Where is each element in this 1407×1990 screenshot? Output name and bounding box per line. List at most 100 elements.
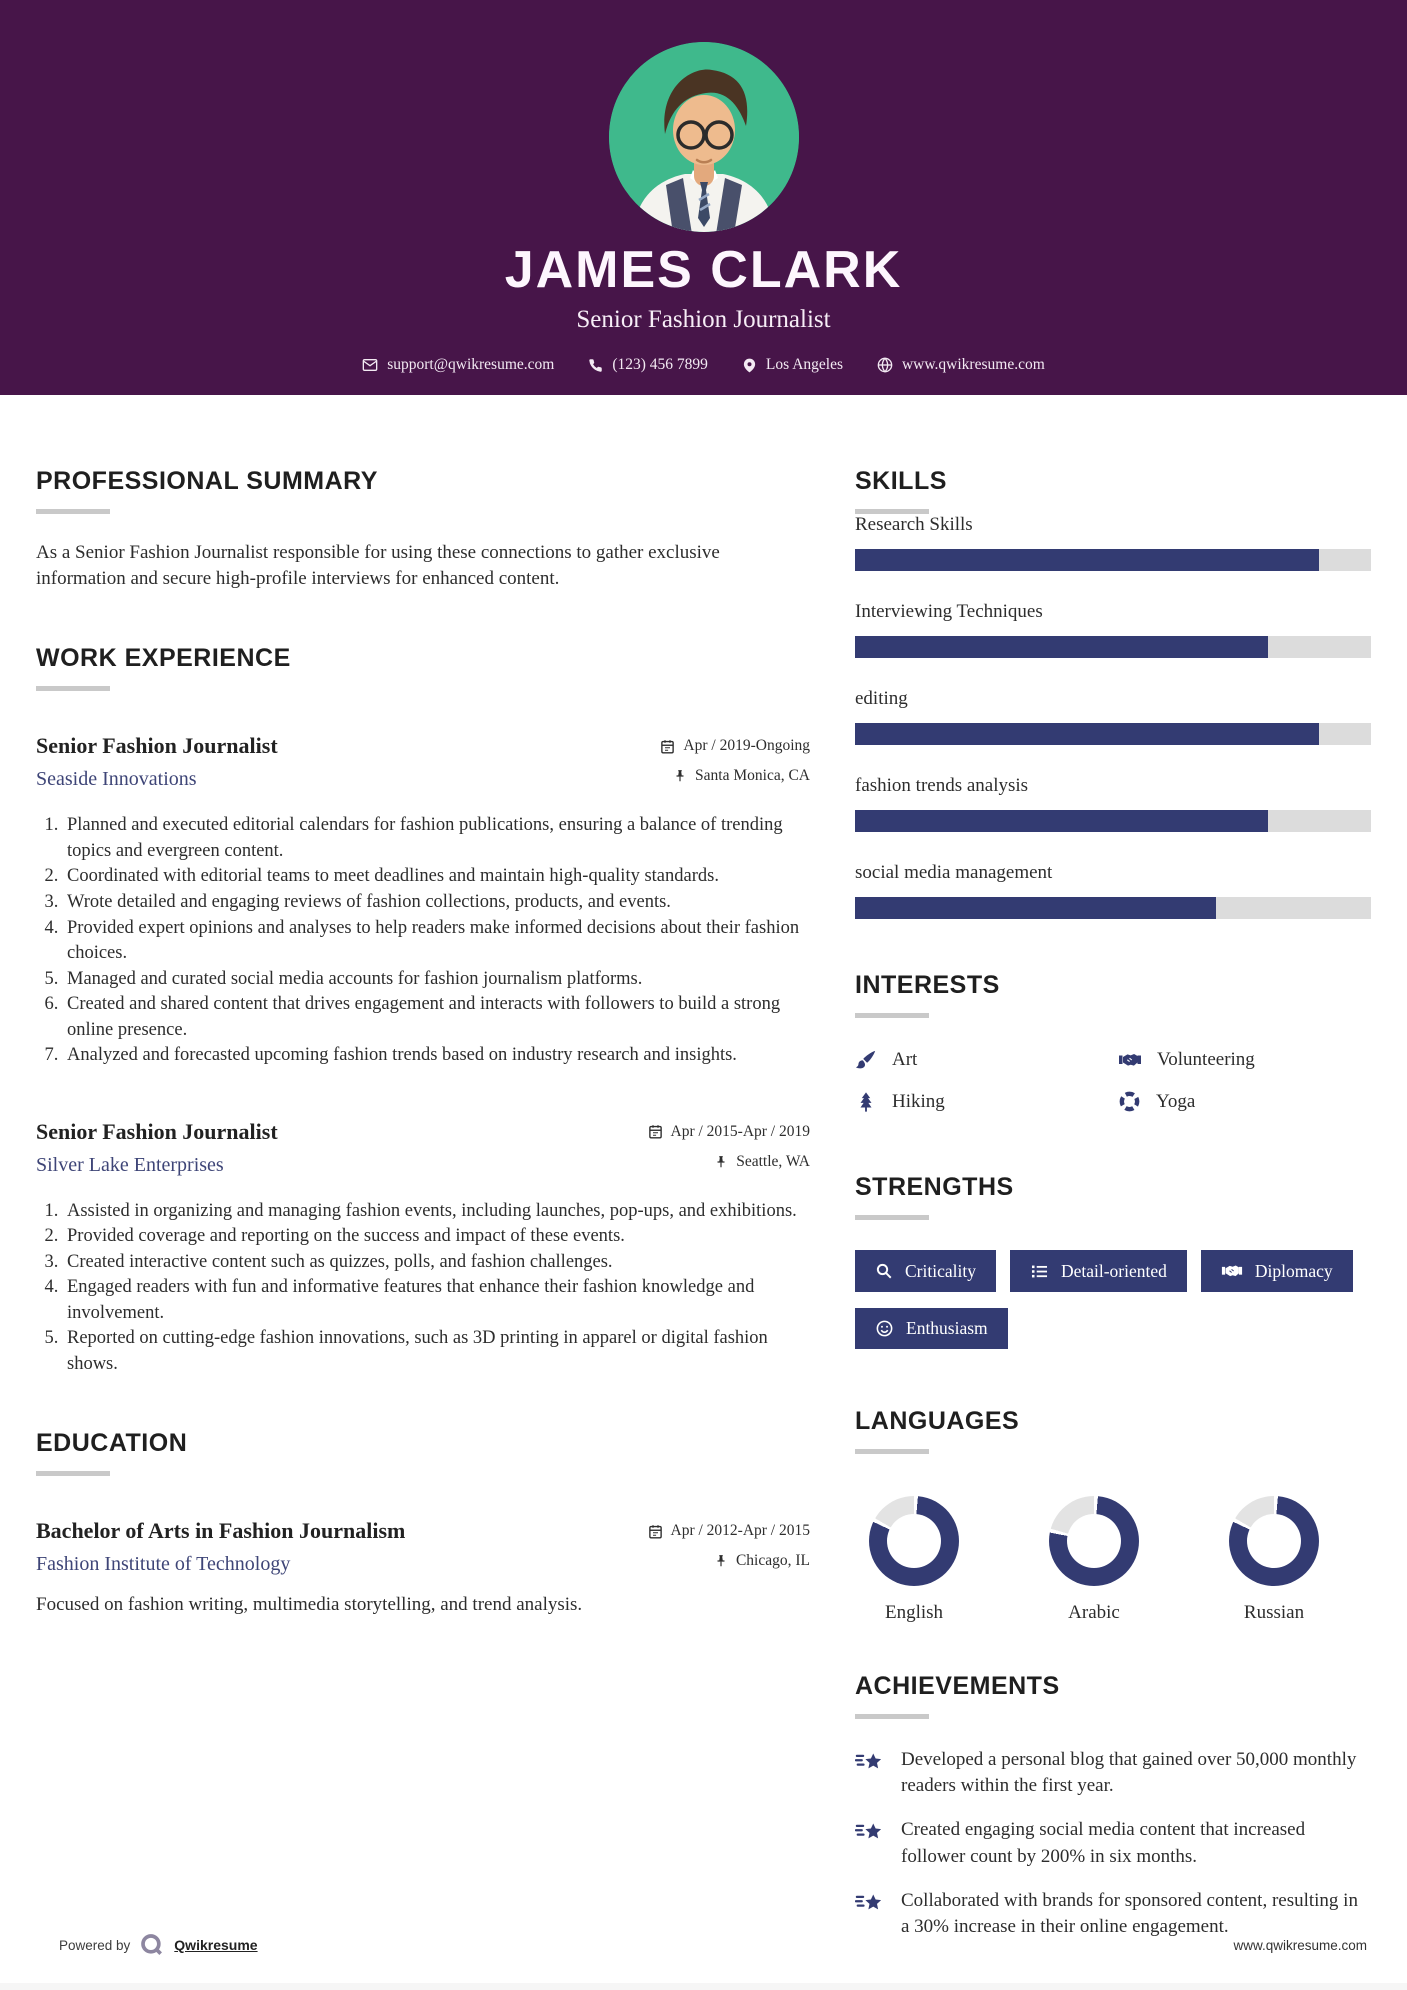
- strengths-section: STRENGTHS Criticality Detail-oriented Di…: [855, 1173, 1371, 1349]
- job-title-block: Senior Fashion Journalist Seaside Innova…: [36, 733, 278, 791]
- strength-label: Criticality: [905, 1260, 976, 1281]
- company-link[interactable]: Seaside Innovations: [36, 768, 197, 791]
- education-description: Focused on fashion writing, multimedia s…: [36, 1594, 583, 1616]
- education-dates-text: Apr / 2012-Apr / 2015: [670, 1522, 811, 1540]
- summary-section: PROFESSIONAL SUMMARY As a Senior Fashion…: [36, 467, 810, 592]
- language-item: Russian: [1229, 1496, 1319, 1624]
- interest-label: Hiking: [892, 1090, 945, 1112]
- school-link[interactable]: Fashion Institute of Technology: [36, 1553, 291, 1576]
- job-location: Santa Monica, CA: [660, 767, 810, 785]
- contact-website-text: www.qwikresume.com: [901, 356, 1045, 373]
- smiley-icon: [876, 1320, 893, 1337]
- achievement-item: Developed a personal blog that gained ov…: [855, 1747, 1371, 1799]
- job-title-block: Senior Fashion Journalist Silver Lake En…: [36, 1119, 278, 1177]
- heading-rule: [855, 1449, 929, 1454]
- strength-chips: Criticality Detail-oriented Diplomacy En…: [855, 1250, 1371, 1349]
- skill-bar-fill: [855, 897, 1217, 919]
- map-marker-icon: [743, 358, 756, 372]
- company-link[interactable]: Silver Lake Enterprises: [36, 1153, 224, 1176]
- skills-heading: SKILLS: [855, 467, 947, 495]
- paintbrush-icon: [855, 1050, 876, 1069]
- list-icon: [1031, 1265, 1047, 1277]
- language-label: Russian: [1243, 1602, 1305, 1623]
- education-section: EDUCATION Bachelor of Arts in Fashion Jo…: [36, 1429, 810, 1616]
- experience-heading: WORK EXPERIENCE: [36, 644, 291, 673]
- interests-heading: INTERESTS: [855, 971, 1000, 999]
- header: JAMES CLARK Senior Fashion Journalist su…: [0, 0, 1407, 395]
- interest-label: Yoga: [1156, 1090, 1196, 1112]
- languages-section: LANGUAGES English Arabic Russian: [855, 1407, 1371, 1624]
- achievement-list: Developed a personal blog that gained ov…: [855, 1747, 1371, 1940]
- job-dates: Apr / 2015-Apr / 2019: [648, 1122, 811, 1141]
- pushpin-icon: [676, 770, 684, 782]
- job-location-text: Santa Monica, CA: [695, 767, 810, 785]
- language-donut-chart: [1049, 1496, 1139, 1586]
- resume-body: PROFESSIONAL SUMMARY As a Senior Fashion…: [0, 395, 1407, 1990]
- pushpin-icon: [717, 1155, 725, 1167]
- interest-item: Art: [855, 1048, 1108, 1072]
- pine-tree-icon: [860, 1091, 872, 1112]
- interest-grid: Art Volunteering Hiking Yoga: [855, 1048, 1371, 1113]
- education-heading: EDUCATION: [36, 1429, 188, 1458]
- interests-section: INTERESTS Art Volunteering Hiking: [855, 971, 1371, 1113]
- contact-bar: support@qwikresume.com (123) 456 7899 Lo…: [0, 356, 1407, 374]
- job-entry: Senior Fashion Journalist Silver Lake En…: [36, 1119, 810, 1378]
- skill-bar-track: [855, 549, 1371, 571]
- interest-item: Yoga: [1118, 1090, 1371, 1113]
- shooting-star-icon: [855, 1823, 882, 1839]
- heading-rule: [36, 1471, 110, 1477]
- summary-text: As a Senior Fashion Journalist responsib…: [36, 542, 720, 590]
- heading-rule: [855, 1013, 929, 1018]
- globe-icon: [877, 357, 893, 373]
- skill-bar-fill: [855, 636, 1268, 658]
- skill-bar-fill: [855, 810, 1268, 832]
- achievement-text: Created engaging social media content th…: [901, 1819, 1306, 1867]
- language-row: English Arabic Russian: [855, 1496, 1371, 1624]
- job-duty: Assisted in organizing and managing fash…: [63, 1199, 810, 1225]
- job-duty: Reported on cutting-edge fashion innovat…: [63, 1326, 810, 1377]
- education-meta: Apr / 2012-Apr / 2015 Chicago, IL: [648, 1518, 811, 1582]
- job-duty: Engaged readers with fun and informative…: [63, 1275, 810, 1326]
- footer-branding: Powered by Qwikresume: [59, 1932, 258, 1958]
- job-dates-text: Apr / 2015-Apr / 2019: [670, 1122, 811, 1140]
- education-dates: Apr / 2012-Apr / 2015: [648, 1522, 811, 1540]
- contact-email[interactable]: support@qwikresume.com: [362, 356, 554, 374]
- interest-label: Art: [892, 1049, 918, 1070]
- job-duty: Provided expert opinions and analyses to…: [63, 916, 810, 967]
- contact-website[interactable]: www.qwikresume.com: [877, 356, 1045, 374]
- footer-website-link[interactable]: www.qwikresume.com: [1233, 1937, 1367, 1953]
- skill-label: editing: [855, 688, 908, 709]
- skill-row: Interviewing Techniques: [855, 601, 1371, 658]
- shooting-star-icon: [855, 1753, 882, 1769]
- person-job-title: Senior Fashion Journalist: [576, 306, 831, 333]
- calendar-icon: [648, 1524, 662, 1539]
- skill-label: fashion trends analysis: [855, 775, 1029, 796]
- heading-rule: [36, 686, 110, 692]
- avatar: [608, 42, 799, 232]
- skill-label: Research Skills: [855, 514, 973, 535]
- job-duty: Wrote detailed and engaging reviews of f…: [63, 890, 810, 916]
- achievement-item: Collaborated with brands for sponsored c…: [855, 1888, 1371, 1940]
- skill-bar-fill: [855, 723, 1320, 745]
- interest-label: Volunteering: [1157, 1049, 1255, 1070]
- mail-icon: [362, 359, 378, 371]
- magnifier-icon: [876, 1263, 892, 1279]
- job-entry: Senior Fashion Journalist Seaside Innova…: [36, 733, 810, 1068]
- job-header: Senior Fashion Journalist Silver Lake En…: [36, 1119, 810, 1183]
- contact-phone[interactable]: (123) 456 7899: [588, 356, 708, 374]
- strength-chip: Diplomacy: [1200, 1250, 1353, 1292]
- calendar-icon: [661, 740, 675, 754]
- languages-heading: LANGUAGES: [855, 1407, 1020, 1435]
- job-duty: Managed and curated social media account…: [63, 967, 810, 993]
- language-item: Arabic: [1049, 1496, 1139, 1624]
- education-location: Chicago, IL: [648, 1552, 810, 1570]
- qwikresume-link[interactable]: Qwikresume: [174, 1937, 258, 1953]
- calendar-icon: [648, 1125, 662, 1139]
- skill-label: social media management: [855, 862, 1053, 883]
- job-location: Seattle, WA: [648, 1153, 810, 1171]
- pushpin-icon: [717, 1555, 725, 1567]
- language-label: English: [884, 1602, 944, 1623]
- footer: Powered by Qwikresume www.qwikresume.com: [59, 1932, 1367, 1958]
- job-title: Senior Fashion Journalist: [36, 733, 278, 759]
